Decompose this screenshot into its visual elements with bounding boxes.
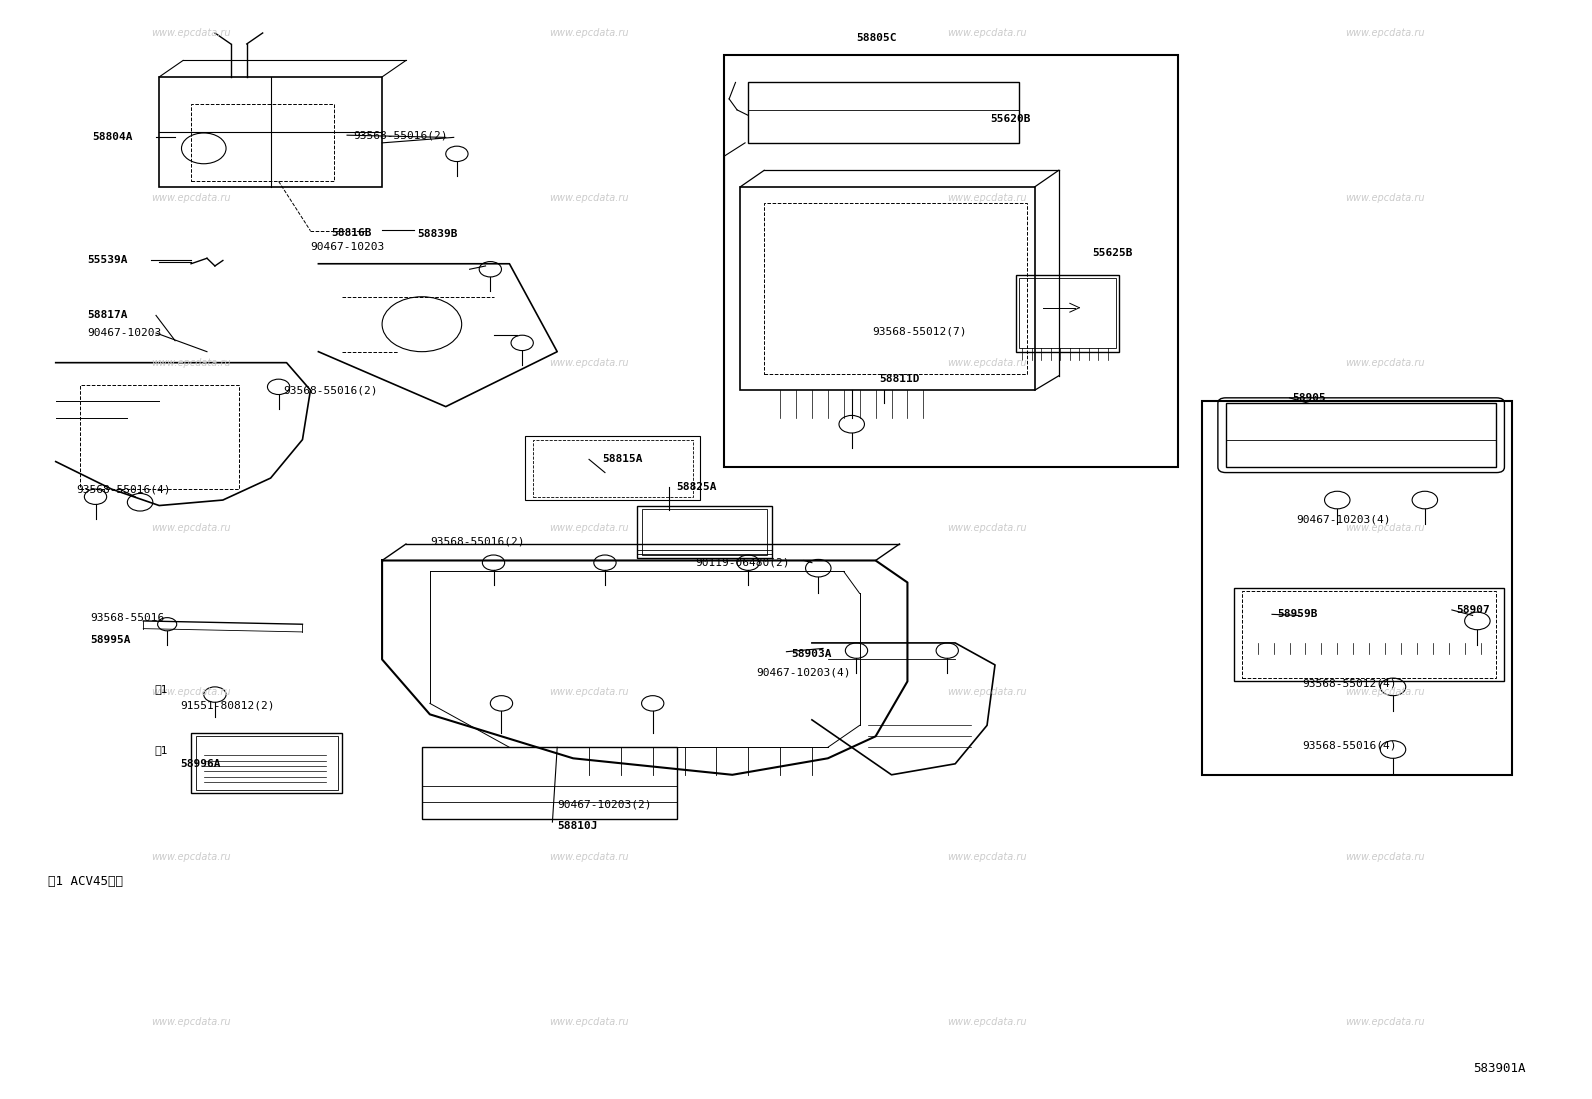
- Text: 93568-55016(4): 93568-55016(4): [76, 484, 170, 495]
- Text: 58907: 58907: [1457, 604, 1490, 615]
- Bar: [1234, 588, 1504, 681]
- Text: www.epcdata.ru: www.epcdata.ru: [151, 852, 231, 863]
- Text: www.epcdata.ru: www.epcdata.ru: [549, 27, 629, 38]
- Text: www.epcdata.ru: www.epcdata.ru: [549, 522, 629, 533]
- Bar: [533, 440, 693, 497]
- Text: ※1: ※1: [154, 744, 167, 755]
- Bar: [159, 77, 382, 187]
- Text: www.epcdata.ru: www.epcdata.ru: [151, 1017, 231, 1028]
- Text: 58817A: 58817A: [88, 310, 127, 321]
- Text: 58816B: 58816B: [331, 227, 371, 238]
- Text: 90467-10203(4): 90467-10203(4): [1296, 514, 1390, 525]
- Text: www.epcdata.ru: www.epcdata.ru: [549, 852, 629, 863]
- Bar: [637, 506, 772, 558]
- Text: 58810J: 58810J: [557, 821, 597, 832]
- Text: 58811D: 58811D: [879, 374, 919, 385]
- Text: www.epcdata.ru: www.epcdata.ru: [947, 522, 1027, 533]
- Text: www.epcdata.ru: www.epcdata.ru: [549, 192, 629, 203]
- Text: 93568-55016(4): 93568-55016(4): [1302, 740, 1396, 751]
- Text: 58905: 58905: [1293, 392, 1326, 403]
- Text: www.epcdata.ru: www.epcdata.ru: [549, 357, 629, 368]
- Text: 93568-55016(2): 93568-55016(2): [283, 385, 377, 396]
- Text: ※1: ※1: [154, 684, 167, 695]
- Text: 91551-80812(2): 91551-80812(2): [180, 700, 274, 711]
- Bar: [422, 747, 677, 819]
- Text: 55625B: 55625B: [1092, 247, 1132, 258]
- Text: 583901A: 583901A: [1473, 1062, 1525, 1075]
- Bar: [764, 203, 1027, 374]
- Text: www.epcdata.ru: www.epcdata.ru: [151, 687, 231, 698]
- Text: 58815A: 58815A: [602, 454, 642, 465]
- Bar: [196, 736, 338, 790]
- Bar: [191, 104, 334, 181]
- Bar: [80, 385, 239, 489]
- Text: www.epcdata.ru: www.epcdata.ru: [947, 192, 1027, 203]
- Bar: [1242, 591, 1496, 678]
- Text: www.epcdata.ru: www.epcdata.ru: [1345, 192, 1425, 203]
- Text: www.epcdata.ru: www.epcdata.ru: [151, 522, 231, 533]
- Text: 58995A: 58995A: [91, 634, 131, 645]
- Text: www.epcdata.ru: www.epcdata.ru: [151, 357, 231, 368]
- Text: www.epcdata.ru: www.epcdata.ru: [947, 852, 1027, 863]
- Text: 93568-55016(2): 93568-55016(2): [430, 536, 524, 547]
- Text: www.epcdata.ru: www.epcdata.ru: [947, 357, 1027, 368]
- Text: 93568-55012(4): 93568-55012(4): [1302, 678, 1396, 689]
- Text: 93568-55016(2): 93568-55016(2): [353, 130, 447, 141]
- Text: 58804A: 58804A: [92, 132, 132, 143]
- Text: www.epcdata.ru: www.epcdata.ru: [1345, 1017, 1425, 1028]
- Bar: [1226, 403, 1496, 467]
- Bar: [525, 436, 700, 500]
- Text: www.epcdata.ru: www.epcdata.ru: [1345, 522, 1425, 533]
- Text: www.epcdata.ru: www.epcdata.ru: [151, 192, 231, 203]
- Bar: [642, 509, 767, 555]
- Text: 93568-55016: 93568-55016: [91, 612, 166, 623]
- Text: www.epcdata.ru: www.epcdata.ru: [1345, 357, 1425, 368]
- Bar: [1202, 401, 1512, 775]
- Text: 58805C: 58805C: [856, 33, 896, 44]
- Text: 58825A: 58825A: [677, 481, 716, 492]
- Text: 90467-10203: 90467-10203: [310, 242, 385, 253]
- Bar: [1016, 275, 1119, 352]
- Text: www.epcdata.ru: www.epcdata.ru: [947, 27, 1027, 38]
- Text: www.epcdata.ru: www.epcdata.ru: [947, 1017, 1027, 1028]
- Text: 58959B: 58959B: [1277, 609, 1317, 620]
- Text: ※1 ACV45のみ: ※1 ACV45のみ: [48, 875, 123, 888]
- Text: www.epcdata.ru: www.epcdata.ru: [1345, 687, 1425, 698]
- Text: 55539A: 55539A: [88, 255, 127, 266]
- Text: www.epcdata.ru: www.epcdata.ru: [1345, 852, 1425, 863]
- Text: 58996A: 58996A: [180, 758, 220, 769]
- Text: 58903A: 58903A: [791, 648, 831, 659]
- Text: 90467-10203(2): 90467-10203(2): [557, 799, 651, 810]
- Text: www.epcdata.ru: www.epcdata.ru: [151, 27, 231, 38]
- Text: www.epcdata.ru: www.epcdata.ru: [1345, 27, 1425, 38]
- Bar: [740, 187, 1035, 390]
- Text: www.epcdata.ru: www.epcdata.ru: [549, 1017, 629, 1028]
- Bar: [724, 55, 1178, 467]
- Text: www.epcdata.ru: www.epcdata.ru: [549, 687, 629, 698]
- Text: 93568-55012(7): 93568-55012(7): [872, 326, 966, 337]
- Bar: [191, 733, 342, 793]
- Text: 55620B: 55620B: [990, 113, 1030, 124]
- Text: 90467-10203(4): 90467-10203(4): [756, 667, 850, 678]
- Bar: [748, 82, 1019, 143]
- Text: www.epcdata.ru: www.epcdata.ru: [947, 687, 1027, 698]
- Bar: [1019, 278, 1116, 348]
- Text: 90119-06480(2): 90119-06480(2): [696, 557, 790, 568]
- Text: 90467-10203: 90467-10203: [88, 328, 162, 338]
- Text: 58839B: 58839B: [417, 229, 457, 240]
